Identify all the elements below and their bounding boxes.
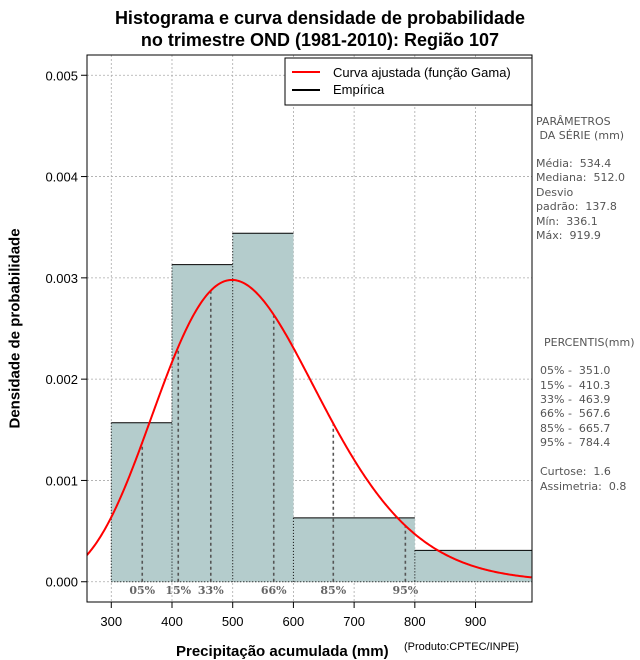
y-tick-label: 0.003 bbox=[45, 271, 78, 286]
stat-p95: 95% - 784.4 bbox=[540, 436, 611, 449]
histogram-bar bbox=[171, 264, 233, 582]
params-title-1: PARÂMETROS bbox=[536, 115, 611, 128]
x-tick-label: 600 bbox=[283, 614, 305, 629]
percentis-title: PERCENTIS(mm) bbox=[544, 336, 635, 349]
stat-mediana: Mediana: 512.0 bbox=[536, 171, 625, 184]
legend-curve-label: Curva ajustada (função Gama) bbox=[333, 65, 511, 80]
percentile-label: 15% bbox=[165, 584, 191, 597]
histogram-bar bbox=[232, 233, 294, 582]
chart-title-line-1: Histograma e curva densidade de probabil… bbox=[114, 8, 526, 28]
legend: Curva ajustada (função Gama) Empírica bbox=[284, 57, 533, 106]
stat-p33: 33% - 463.9 bbox=[540, 393, 611, 406]
x-tick-label: 800 bbox=[404, 614, 426, 629]
stat-p15: 15% - 410.3 bbox=[540, 379, 611, 392]
legend-box bbox=[284, 57, 533, 106]
stat-max: Máx: 919.9 bbox=[536, 229, 601, 242]
plot-frame bbox=[86, 54, 533, 603]
stat-media: Média: 534.4 bbox=[536, 157, 612, 170]
stat-desvio-1: Desvio bbox=[536, 186, 574, 199]
stat-p85: 85% - 665.7 bbox=[540, 422, 611, 435]
y-tick-label: 0.000 bbox=[45, 575, 78, 590]
stat-p05: 05% - 351.0 bbox=[540, 364, 611, 377]
stat-curtose: Curtose: 1.6 bbox=[540, 465, 611, 478]
y-tick-label: 0.002 bbox=[45, 372, 78, 387]
x-tick-label: 400 bbox=[161, 614, 183, 629]
product-credit: (Produto:CPTEC/INPE) bbox=[404, 641, 519, 653]
stat-assimetria: Assimetria: 0.8 bbox=[540, 480, 627, 493]
percentile-label: 05% bbox=[129, 584, 155, 597]
histogram-bar bbox=[293, 517, 415, 582]
axes-layer: 0.000 0.001 0.002 0.003 0.004 0.005 300 400 500 6… bbox=[45, 54, 533, 629]
x-tick-label: 900 bbox=[465, 614, 487, 629]
y-axis-label: Densidade de probabilidade bbox=[6, 228, 24, 429]
x-axis-label: Precipitação acumulada (mm) bbox=[176, 643, 389, 660]
y-tick-label: 0.005 bbox=[45, 68, 78, 83]
percentile-layer: 05% 15% 33% 66% 85% 95% bbox=[129, 290, 419, 597]
stat-min: Mín: 336.1 bbox=[536, 215, 598, 228]
bars-layer bbox=[110, 232, 532, 583]
gamma-fit-curve bbox=[87, 278, 532, 579]
percentile-label: 85% bbox=[320, 584, 346, 597]
percentile-label: 33% bbox=[198, 584, 224, 597]
y-tick-label: 0.001 bbox=[45, 473, 78, 488]
params-title-2: DA SÉRIE (mm) bbox=[536, 129, 625, 142]
x-tick-label: 700 bbox=[343, 614, 365, 629]
stat-p66: 66% - 567.6 bbox=[540, 407, 611, 420]
stat-desvio-2: padrão: 137.8 bbox=[536, 200, 617, 213]
x-tick-label: 500 bbox=[222, 614, 244, 629]
curve-layer bbox=[87, 278, 532, 579]
y-tick-label: 0.004 bbox=[45, 170, 78, 185]
legend-empirical-label: Empírica bbox=[333, 82, 385, 97]
percentile-label: 66% bbox=[261, 584, 287, 597]
chart-title-line-2: no trimestre OND (1981-2010): Região 107 bbox=[140, 30, 500, 50]
x-tick-label: 300 bbox=[100, 614, 122, 629]
percentile-label: 95% bbox=[392, 584, 418, 597]
